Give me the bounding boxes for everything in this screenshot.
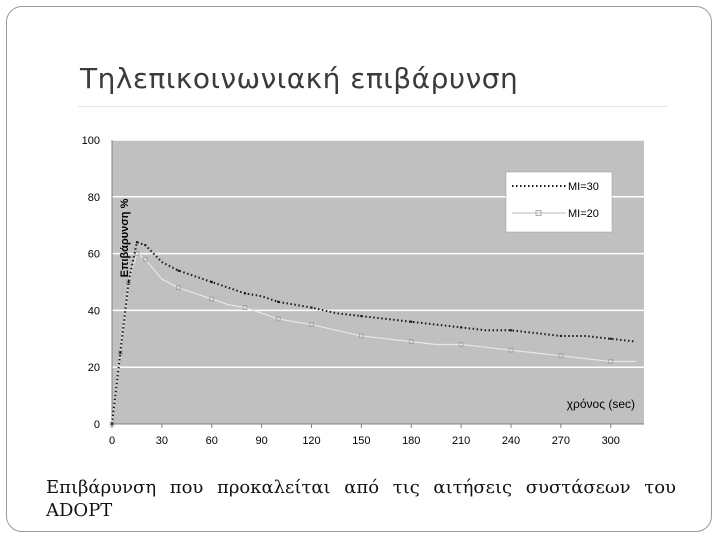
x-tick-label: 0 bbox=[109, 435, 115, 447]
data-point-mi20 bbox=[109, 421, 115, 427]
y-tick-label: 80 bbox=[88, 192, 100, 204]
y-tick-label: 40 bbox=[88, 305, 100, 317]
data-point-mi20 bbox=[359, 333, 364, 339]
y-tick-label: 0 bbox=[94, 419, 100, 431]
data-point-mi30 bbox=[110, 422, 114, 426]
legend-marker-mi20 bbox=[535, 210, 542, 216]
x-tick-label: 300 bbox=[602, 435, 620, 447]
title-divider bbox=[78, 106, 668, 107]
legend-box bbox=[505, 171, 613, 233]
data-point-mi30 bbox=[177, 269, 180, 272]
data-point-mi30 bbox=[243, 292, 247, 295]
data-point-mi20 bbox=[408, 339, 414, 344]
legend-label-mi20: MI=20 bbox=[568, 208, 599, 220]
slide-title: Τηλεπικοινωνιακή επιβάρυνση bbox=[80, 62, 519, 95]
x-tick-label: 120 bbox=[302, 435, 320, 447]
data-point-mi20 bbox=[458, 342, 464, 347]
data-point-mi30 bbox=[509, 329, 513, 332]
data-point-mi20 bbox=[142, 256, 148, 262]
data-point-mi30 bbox=[135, 241, 139, 244]
data-point-mi30 bbox=[210, 280, 213, 284]
data-point-mi20 bbox=[508, 347, 514, 353]
x-tick-label: 90 bbox=[256, 435, 268, 447]
data-point-mi30 bbox=[459, 326, 463, 329]
x-tick-label: 30 bbox=[156, 435, 168, 447]
x-tick-label: 180 bbox=[402, 435, 420, 447]
y-tick-label: 60 bbox=[88, 249, 100, 261]
data-point-mi20 bbox=[309, 322, 314, 327]
y-tick-label: 100 bbox=[82, 135, 100, 147]
data-point-mi30 bbox=[127, 280, 130, 284]
legend: MI=30 MI=20 bbox=[505, 171, 613, 233]
series-line-mi30 bbox=[111, 240, 636, 425]
data-point-mi20 bbox=[242, 305, 248, 310]
series-line-mi20 bbox=[111, 252, 636, 425]
x-tick-label: 210 bbox=[452, 435, 470, 447]
series-layer bbox=[109, 240, 636, 427]
data-point-mi30 bbox=[310, 306, 313, 309]
data-point-mi20 bbox=[275, 316, 281, 322]
data-point-mi30 bbox=[559, 334, 563, 338]
line-chart: 0 20 40 60 80 100 0 30 60 90 120 150 180 210 240 270 300… bbox=[78, 128, 644, 456]
data-point-mi30 bbox=[144, 243, 147, 247]
data-point-mi20 bbox=[176, 285, 181, 291]
data-point-mi30 bbox=[609, 337, 612, 340]
y-axis-label: Επιβάρυνση % bbox=[119, 198, 131, 277]
x-tick-label: 150 bbox=[352, 435, 370, 447]
legend-label-mi30: MI=30 bbox=[568, 181, 599, 193]
tick-labels: 0 20 40 60 80 100 0 30 60 90 120 150 180 210 240 270 300 bbox=[82, 135, 620, 447]
data-point-mi20 bbox=[558, 353, 564, 359]
grid-lines bbox=[112, 139, 644, 368]
x-tick-label: 60 bbox=[206, 435, 218, 447]
x-tick-label: 240 bbox=[502, 435, 520, 447]
data-point-mi30 bbox=[410, 320, 413, 323]
data-point-mi30 bbox=[119, 351, 122, 355]
data-point-mi30 bbox=[360, 314, 363, 318]
data-point-mi30 bbox=[277, 300, 280, 304]
y-tick-label: 20 bbox=[88, 362, 100, 374]
data-point-mi20 bbox=[608, 359, 614, 364]
slide-caption: Επιβάρυνση που προκαλείται από τις αιτήσ… bbox=[46, 477, 676, 521]
data-point-mi20 bbox=[209, 296, 215, 302]
x-axis-label: χρόνος (sec) bbox=[567, 397, 635, 411]
x-tick-label: 270 bbox=[552, 435, 570, 447]
